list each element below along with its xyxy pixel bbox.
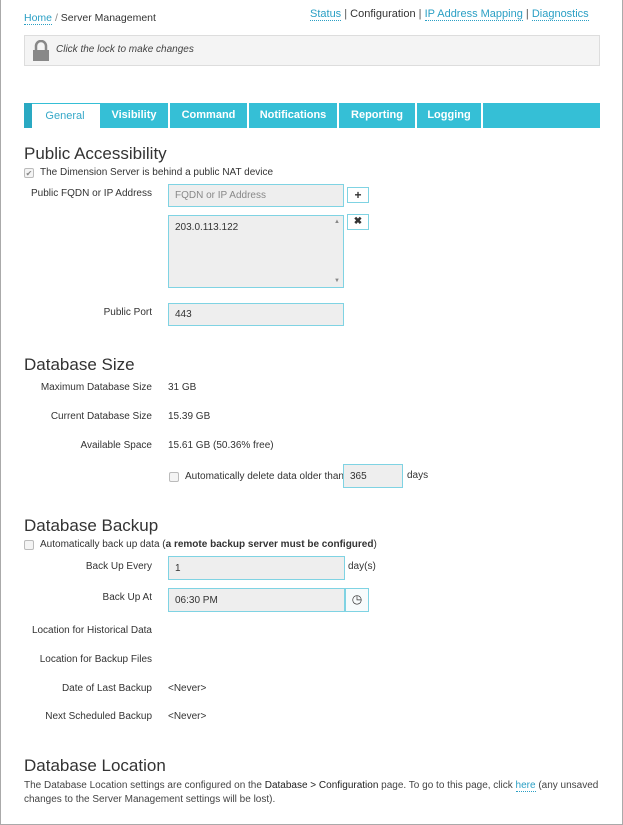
address-list[interactable]: 203.0.113.122 ▲ ▼	[168, 215, 344, 288]
last-backup-value: <Never>	[168, 683, 207, 694]
historical-location-label: Location for Historical Data	[31, 625, 152, 636]
database-location-text: The Database Location settings are confi…	[24, 780, 599, 805]
breadcrumb-current: Server Management	[60, 12, 156, 24]
next-backup-value: <Never>	[168, 711, 207, 722]
breadcrumb: Home / Server Management	[24, 12, 156, 25]
current-size-value: 15.39 GB	[168, 411, 211, 422]
address-item[interactable]: 203.0.113.122	[175, 222, 239, 233]
public-accessibility-heading: Public Accessibility	[24, 144, 167, 163]
remove-address-button[interactable]: ✖	[347, 214, 369, 230]
auto-delete-days-input[interactable]: 365	[343, 464, 403, 488]
add-address-button[interactable]: +	[347, 187, 369, 203]
auto-delete-label: Automatically delete data older than	[185, 471, 344, 482]
here-link[interactable]: here	[515, 780, 536, 792]
tab-general[interactable]: General	[32, 104, 100, 128]
nav-ip-address-mapping[interactable]: IP Address Mapping	[424, 8, 523, 21]
backup-every-input[interactable]: 1	[168, 556, 345, 580]
lock-icon[interactable]	[32, 40, 50, 62]
tab-reporting[interactable]: Reporting	[339, 103, 417, 128]
available-space-label: Available Space	[80, 440, 152, 451]
available-space-value: 15.61 GB (50.36% free)	[168, 440, 274, 451]
scroll-up-icon[interactable]: ▲	[334, 219, 340, 225]
port-input[interactable]: 443	[168, 303, 344, 326]
top-nav: Status | Configuration | IP Address Mapp…	[310, 8, 589, 21]
max-size-value: 31 GB	[168, 382, 197, 393]
backup-every-label: Back Up Every	[85, 561, 152, 572]
auto-backup-checkbox[interactable]	[24, 540, 34, 550]
lock-bar: Click the lock to make changes	[24, 35, 600, 66]
auto-backup-label: Automatically back up data (a remote bac…	[40, 539, 377, 550]
tab-command[interactable]: Command	[170, 103, 249, 128]
database-backup-heading: Database Backup	[24, 516, 159, 535]
nat-checkbox[interactable]: ✔	[24, 168, 34, 178]
days-unit: day(s)	[348, 561, 376, 572]
tab-logging[interactable]: Logging	[417, 103, 483, 128]
last-backup-label: Date of Last Backup	[61, 683, 152, 694]
fqdn-input[interactable]: FQDN or IP Address	[168, 184, 344, 207]
tab-visibility[interactable]: Visibility	[100, 103, 170, 128]
nav-diagnostics[interactable]: Diagnostics	[531, 8, 589, 21]
nat-checkbox-label: The Dimension Server is behind a public …	[40, 167, 274, 178]
backup-files-location-label: Location for Backup Files	[39, 654, 152, 665]
days-unit: days	[407, 470, 429, 481]
fqdn-label: Public FQDN or IP Address	[31, 188, 152, 199]
auto-delete-checkbox[interactable]	[169, 472, 179, 482]
database-size-heading: Database Size	[24, 355, 135, 374]
nav-configuration[interactable]: Configuration	[350, 8, 416, 20]
clock-icon[interactable]: ◷	[345, 588, 369, 612]
max-size-label: Maximum Database Size	[40, 382, 152, 393]
scroll-down-icon[interactable]: ▼	[334, 278, 340, 284]
lock-message: Click the lock to make changes	[56, 44, 194, 55]
tab-notifications[interactable]: Notifications	[249, 103, 339, 128]
current-size-label: Current Database Size	[50, 411, 152, 422]
breadcrumb-home[interactable]: Home	[24, 12, 53, 25]
next-backup-label: Next Scheduled Backup	[45, 711, 152, 722]
nav-status[interactable]: Status	[310, 8, 342, 21]
database-location-heading: Database Location	[24, 756, 166, 775]
tab-bar: General Visibility Command Notifications…	[24, 103, 600, 128]
backup-at-label: Back Up At	[102, 592, 152, 603]
backup-at-input[interactable]: 06:30 PM	[168, 588, 345, 612]
port-label: Public Port	[103, 307, 152, 318]
